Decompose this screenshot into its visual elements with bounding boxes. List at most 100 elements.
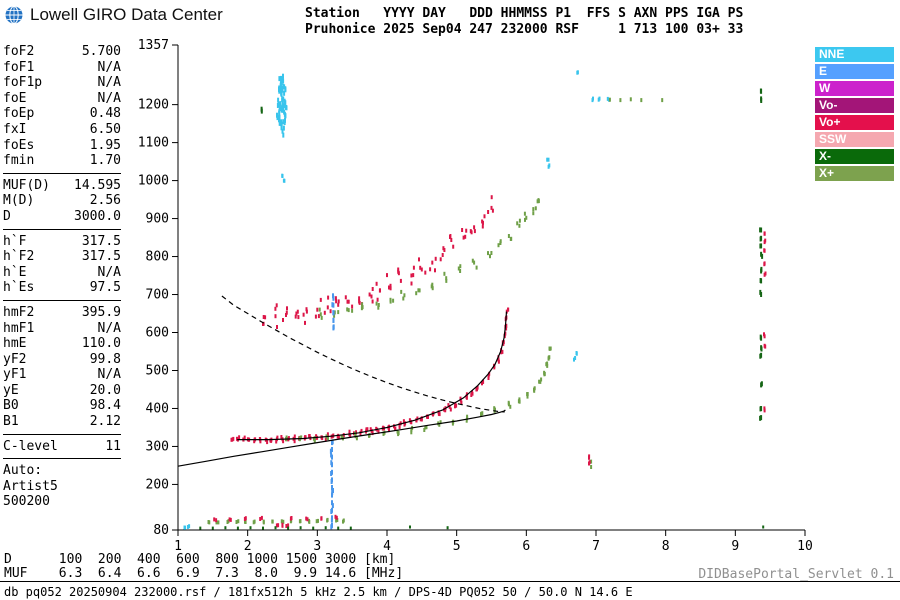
param-row: Auto: xyxy=(3,463,121,479)
param-value: 11 xyxy=(105,438,121,454)
y-tick-label: 500 xyxy=(146,363,169,378)
param-value: N/A xyxy=(97,264,121,280)
status-line: db pq052 20250904 232000.rsf / 181fx512h… xyxy=(4,585,633,599)
param-value: 1.70 xyxy=(89,153,121,169)
param-row: foF2 5.700 xyxy=(3,44,121,60)
param-label: foE xyxy=(3,90,27,106)
param-row: fxI 6.50 xyxy=(3,122,121,138)
param-row: M(D) 2.56 xyxy=(3,193,121,209)
servlet-version: DIDBasePortal_Servlet 0.1 xyxy=(698,567,894,582)
param-value: N/A xyxy=(97,75,121,91)
param-row: hmE 110.0 xyxy=(3,336,121,352)
y-tick-label: 900 xyxy=(146,212,169,227)
param-value: 395.9 xyxy=(81,304,121,320)
param-value: 14.595 xyxy=(74,177,121,193)
param-value: 2.56 xyxy=(89,193,121,209)
param-label: hmE xyxy=(3,336,27,352)
legend-item-Vo-: Vo- xyxy=(815,98,894,113)
param-label: fxI xyxy=(3,121,27,137)
param-label: foF1p xyxy=(3,75,43,91)
separator xyxy=(3,458,121,460)
param-value: N/A xyxy=(97,367,121,383)
param-label: yF1 xyxy=(3,367,27,383)
param-label: fmin xyxy=(3,153,35,169)
brand-title: Lowell GIRO Data Center xyxy=(30,5,223,24)
y-tick-label: 400 xyxy=(146,401,169,416)
legend-item-X+: X+ xyxy=(815,166,894,181)
param-row: yF2 99.8 xyxy=(3,352,121,368)
param-value: 97.5 xyxy=(89,280,121,296)
param-row: h`F 317.5 xyxy=(3,234,121,250)
x-tick-label: 8 xyxy=(662,539,670,554)
x-tick-label: 3 xyxy=(313,539,321,554)
param-value: 20.0 xyxy=(89,382,121,398)
param-label: foEp xyxy=(3,106,35,122)
station-header-line2: Pruhonice 2025 Sep04 247 232000 RSF 1 71… xyxy=(305,22,744,37)
param-label: yF2 xyxy=(3,351,27,367)
parameter-panel: foF2 5.700 foF1 N/A foF1p N/A foE N/A foEp 0.48 fx… xyxy=(3,44,121,510)
param-row: foEs 1.95 xyxy=(3,138,121,154)
x-tick-label: 4 xyxy=(383,539,391,554)
x-tick-label: 10 xyxy=(797,539,813,554)
param-row: foEp 0.48 xyxy=(3,106,121,122)
separator xyxy=(3,433,121,435)
param-label: C-level xyxy=(3,438,58,454)
param-row: Artist5 xyxy=(3,479,121,495)
legend-item-Vo+: Vo+ xyxy=(815,115,894,130)
param-row: B1 2.12 xyxy=(3,414,121,430)
param-value: N/A xyxy=(97,320,121,336)
globe-icon xyxy=(4,5,24,25)
param-label: Artist5 xyxy=(3,478,58,494)
y-tick-label: 1200 xyxy=(138,98,169,113)
param-label: foF1 xyxy=(3,59,35,75)
legend-item-W: W xyxy=(815,81,894,96)
x-tick-label: 1 xyxy=(174,539,182,554)
param-label: h`E xyxy=(3,264,27,280)
legend: NNE E W Vo- Vo+ SSW X- X+ xyxy=(815,47,894,183)
param-label: D xyxy=(3,208,11,224)
true-height-profile xyxy=(177,409,506,467)
separator xyxy=(3,299,121,301)
param-value: 2.12 xyxy=(89,414,121,430)
param-value: 5.700 xyxy=(81,44,121,59)
param-label: yE xyxy=(3,382,19,398)
y-tick-label: 1100 xyxy=(138,136,169,151)
fitted-o-trace xyxy=(237,311,508,441)
param-value: 98.4 xyxy=(89,398,121,414)
legend-item-E: E xyxy=(815,64,894,79)
legend-item-NNE: NNE xyxy=(815,47,894,62)
param-value: 99.8 xyxy=(89,351,121,367)
x-tick-label: 5 xyxy=(453,539,461,554)
separator xyxy=(3,172,121,174)
param-row: hmF2 395.9 xyxy=(3,305,121,321)
param-label: hmF2 xyxy=(3,304,35,320)
muf-row: MUF 6.3 6.4 6.6 6.9 7.3 8.0 9.9 14.6 [MH… xyxy=(4,566,404,581)
station-header: Station YYYY DAY DDD HHMMSS P1 FFS S AXN… xyxy=(305,6,743,38)
param-row: MUF(D) 14.595 xyxy=(3,178,121,194)
param-label: M(D) xyxy=(3,193,35,209)
y-tick-label: 800 xyxy=(146,250,169,265)
y-tick-label: 80 xyxy=(153,523,169,538)
y-tick-label: 300 xyxy=(146,439,169,454)
y-tick-label: 600 xyxy=(146,326,169,341)
param-row: hmF1 N/A xyxy=(3,321,121,337)
param-label: h`F2 xyxy=(3,249,35,265)
y-tick-label: 200 xyxy=(146,477,169,492)
param-row: 500200 xyxy=(3,494,121,510)
station-header-line1: Station YYYY DAY DDD HHMMSS P1 FFS S AXN… xyxy=(305,6,744,21)
param-row: foF1 N/A xyxy=(3,60,121,76)
app-logo-title: Lowell GIRO Data Center xyxy=(4,5,223,25)
param-label: h`F xyxy=(3,233,27,249)
legend-item-SSW: SSW xyxy=(815,132,894,147)
param-value: 1.95 xyxy=(89,137,121,153)
param-label: hmF1 xyxy=(3,320,35,336)
param-row: D 3000.0 xyxy=(3,209,121,225)
x-tick-label: 7 xyxy=(592,539,600,554)
param-value: 110.0 xyxy=(81,336,121,352)
axes: 8020030040050060070080090010001100120013… xyxy=(138,38,813,554)
param-value: 317.5 xyxy=(81,249,121,265)
param-row: C-level 11 xyxy=(3,439,121,455)
x-tick-label: 9 xyxy=(731,539,739,554)
transmission-curve-3000km xyxy=(221,295,505,413)
